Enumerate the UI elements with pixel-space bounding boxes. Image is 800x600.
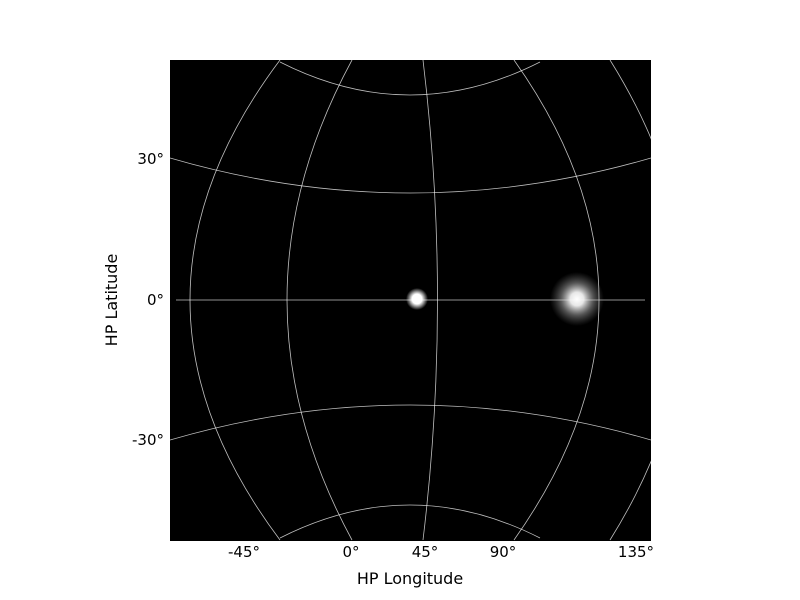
y-axis-title: HP Latitude [102,254,121,347]
x-tick-label: 135° [618,543,654,561]
y-tick-label: -30° [132,431,164,449]
grid-meridian-far-left [189,60,281,541]
source-diffuse [550,272,604,326]
grid-meridian-far-right [609,60,651,541]
grid-parallel-60s [279,504,541,539]
sources [406,272,604,326]
grid-meridian-left [286,60,353,541]
grid-parallel-30s [170,404,651,441]
x-tick-label: 90° [490,543,517,561]
x-tick-labels: -45° 0° 45° 90° 135° [228,543,654,561]
y-tick-labels: 30° 0° -30° [132,150,164,449]
x-tick-label: 45° [412,543,439,561]
grid-parallel-30n [170,157,651,194]
x-tick-label: -45° [228,543,260,561]
x-tick-label: 0° [342,543,359,561]
source-compact [406,288,428,310]
grid-parallel-60n [279,61,541,96]
y-tick-label: 0° [147,291,164,309]
y-tick-label: 30° [137,150,164,168]
grid-meridian-center [422,60,438,541]
x-axis-title: HP Longitude [357,569,463,588]
